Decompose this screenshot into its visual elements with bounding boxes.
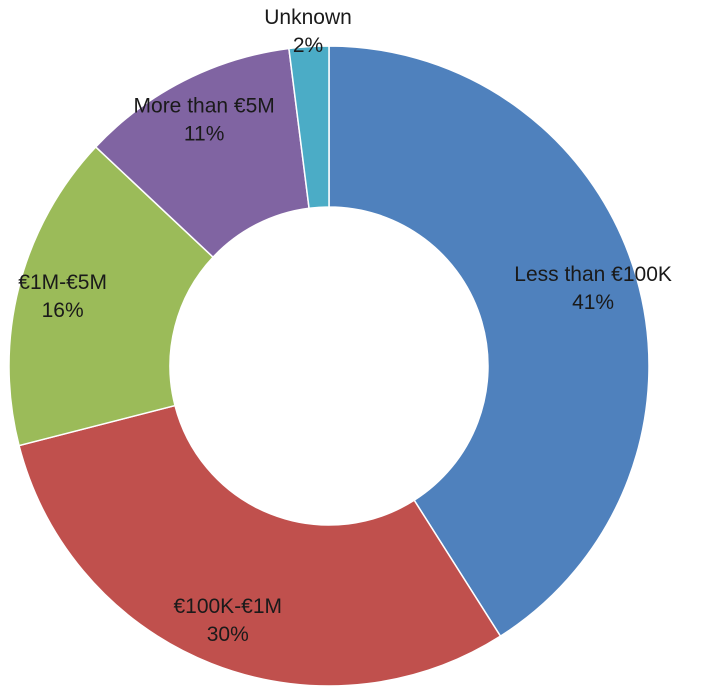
slice-value-label: 2%	[293, 34, 323, 57]
donut-slice	[18, 404, 502, 687]
slice-value-label: 41%	[572, 291, 614, 314]
slice-label: €100K-€1M	[173, 595, 282, 618]
slice-label: Unknown	[264, 6, 352, 29]
donut-slice	[288, 45, 330, 210]
slice-label: €1M-€5M	[18, 271, 107, 294]
donut-slice	[328, 45, 650, 638]
slice-value-label: 30%	[207, 623, 249, 646]
slice-value-label: 16%	[42, 299, 84, 322]
donut-slice	[8, 145, 215, 447]
slice-value-label: 11%	[184, 123, 224, 146]
slice-label: More than €5M	[134, 95, 275, 118]
slice-label: Less than €100K	[514, 263, 672, 286]
